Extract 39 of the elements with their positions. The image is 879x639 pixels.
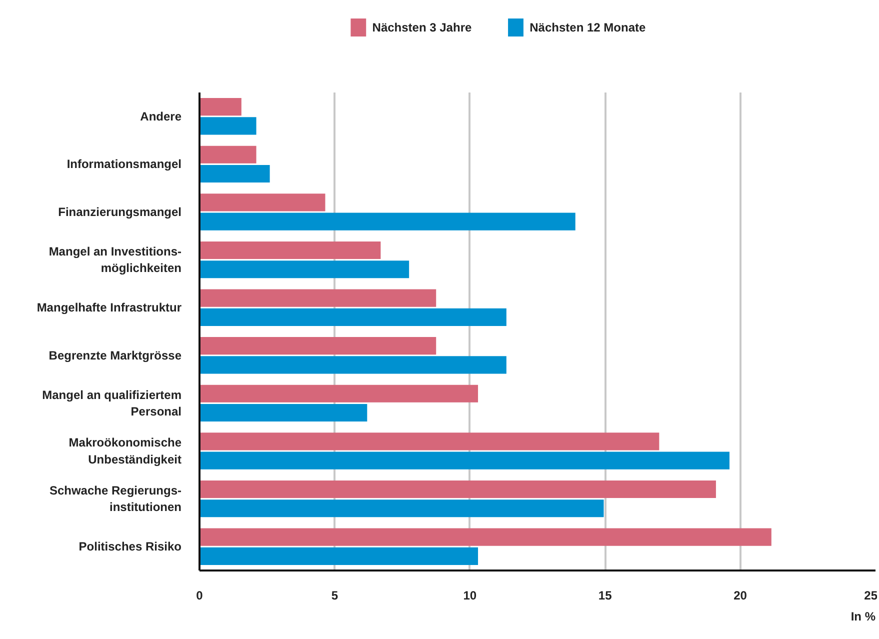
bar	[200, 547, 478, 565]
y-tick-label: Finanzierungsmangel	[58, 205, 182, 219]
y-tick-label: Mangel an Investitions- möglichkeiten	[48, 244, 182, 276]
y-tick-label: Politisches Risiko	[78, 540, 182, 554]
bar	[200, 260, 410, 278]
bar	[200, 480, 716, 498]
legend-label: Nächsten 12 Monate	[530, 20, 646, 34]
bar	[200, 500, 604, 518]
bar	[200, 384, 478, 402]
x-tick-label: 25	[864, 588, 878, 602]
y-tick-label: Mangelhafte Infrastruktur	[36, 300, 182, 315]
x-tick-label: 20	[734, 588, 748, 602]
bar	[200, 117, 256, 135]
y-tick-label: Begrenzte Marktgrösse	[48, 348, 182, 362]
x-tick-label: 15	[598, 588, 612, 602]
bar	[200, 356, 506, 374]
y-tick-label: Andere	[140, 109, 182, 124]
y-tick-label: Makroökonomische Unbeständigkeit	[68, 436, 182, 466]
bar	[200, 194, 326, 212]
legend-label: Nächsten 3 Jahre	[372, 20, 472, 34]
x-tick-label: 0	[196, 588, 204, 602]
bar	[200, 212, 576, 230]
x-axis-title: In %	[850, 610, 876, 624]
y-tick-label: Informationsmangel	[66, 157, 182, 172]
bar	[200, 146, 256, 164]
bar	[200, 337, 436, 355]
bar	[200, 289, 436, 307]
y-tick-label: Mangel an qualifiziertem Personal	[42, 388, 182, 419]
bar	[200, 404, 368, 422]
x-tick-label: 5	[331, 588, 338, 602]
y-tick-label: Schwache Regierungs- institutionen	[49, 483, 182, 514]
bar	[200, 452, 730, 470]
bar	[200, 98, 242, 116]
bar	[200, 528, 772, 546]
bar	[200, 164, 270, 183]
bar	[200, 241, 381, 260]
bar	[200, 308, 506, 326]
x-tick-label: 10	[463, 588, 477, 602]
bar	[200, 432, 660, 450]
